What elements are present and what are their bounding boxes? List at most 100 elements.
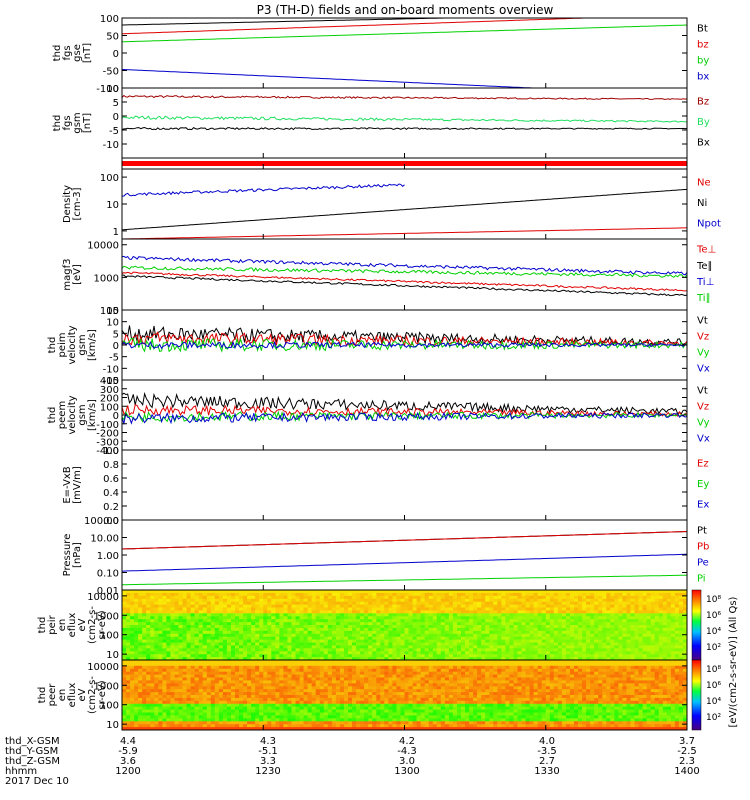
spectrogram-cell — [315, 651, 321, 655]
spectrogram-cell — [416, 651, 422, 655]
spectrogram-cell — [517, 619, 522, 623]
spectrogram-cell — [344, 604, 349, 608]
spectrogram-cell — [323, 642, 329, 646]
spectrogram-cell — [138, 633, 143, 638]
spectrogram-cell — [142, 709, 147, 713]
spectrogram-cell — [142, 619, 147, 623]
spectrogram-cell — [206, 680, 212, 684]
spectrogram-cell — [448, 639, 454, 643]
spectrogram-cell — [404, 607, 409, 611]
spectrogram-cell — [606, 595, 611, 600]
spectrogram-cell — [469, 601, 474, 606]
spectrogram-cell — [190, 662, 196, 667]
spectrogram-cell — [412, 636, 418, 641]
spectrogram-cell — [206, 671, 212, 676]
spectrogram-cell — [247, 630, 252, 635]
spectrogram-cell — [485, 622, 490, 626]
spectrogram-cell — [674, 595, 680, 600]
spectrogram-cell — [283, 700, 288, 705]
spectrogram-cell — [618, 633, 623, 638]
spectrogram-cell — [259, 718, 264, 722]
spectrogram-cell — [368, 592, 373, 597]
y-tick-label: 0.01 — [97, 586, 119, 597]
spectrogram-cell — [586, 636, 591, 641]
spectrogram-cell — [259, 683, 264, 687]
spectrogram-cell — [218, 590, 224, 594]
spectrogram-cell — [275, 724, 280, 728]
spectrogram-cell — [630, 657, 635, 661]
spectrogram-cell — [501, 654, 506, 658]
spectrogram-cell — [485, 607, 490, 611]
spectrogram-cell — [150, 651, 155, 655]
spectrogram-cell — [505, 627, 510, 632]
spectrogram-cell — [307, 601, 313, 606]
spectrogram-cell — [130, 645, 135, 649]
spectrogram-cell — [154, 590, 159, 594]
spectrogram-cell — [231, 671, 236, 676]
spectrogram-cell — [186, 642, 192, 646]
spectrogram-cell — [335, 648, 341, 652]
spectrogram-cell — [174, 689, 179, 693]
spectrogram-cell — [130, 709, 135, 713]
spectrogram-cell — [521, 613, 526, 617]
spectrogram-cell — [283, 692, 288, 696]
spectrogram-cell — [598, 651, 603, 655]
spectrogram-cell — [150, 616, 155, 620]
spectrogram-cell — [553, 613, 559, 617]
spectrogram-cell — [493, 598, 498, 603]
spectrogram-cell — [170, 642, 175, 646]
spectrogram-cell — [352, 627, 357, 632]
spectrogram-cell — [295, 724, 300, 728]
spectrogram-cell — [138, 627, 143, 632]
spectrogram-cell — [287, 677, 292, 681]
spectrogram-cell — [190, 598, 196, 603]
spectrogram-cell — [222, 607, 228, 611]
spectrogram-cell — [263, 660, 268, 664]
spectrogram-cell — [396, 654, 401, 658]
spectrogram-cell — [198, 645, 204, 649]
spectrogram-cell — [162, 642, 167, 646]
spectrogram-cell — [303, 604, 309, 608]
y-axis-label: [nT] — [82, 113, 93, 133]
spectrogram-cell — [279, 703, 284, 708]
spectrogram-cell — [549, 616, 555, 620]
spectrogram-cell — [231, 668, 236, 673]
spectrogram-cell — [457, 630, 462, 635]
spectrogram-cell — [674, 657, 680, 661]
spectrogram-cell — [226, 715, 232, 719]
spectrogram-cell — [162, 601, 167, 606]
spectrogram-cell — [291, 724, 296, 728]
spectrogram-cell — [283, 607, 288, 611]
spectrogram-cell — [578, 613, 583, 617]
spectrogram-cell — [235, 622, 240, 626]
spectrogram-cell — [194, 700, 200, 705]
spectrogram-cell — [126, 627, 131, 632]
spectrogram-cell — [315, 668, 321, 673]
spectrogram-cell — [150, 689, 155, 693]
spectrogram-cell — [384, 639, 389, 643]
spectrogram-cell — [606, 645, 611, 649]
spectrogram-cell — [303, 683, 309, 687]
spectrogram-cell — [178, 727, 183, 731]
spectrogram-cell — [477, 595, 482, 600]
spectrogram-cell — [582, 642, 587, 646]
spectrogram-cell — [267, 706, 272, 711]
spectrogram-cell — [158, 668, 163, 673]
spectrogram-cell — [279, 654, 284, 658]
spectrogram-cell — [618, 601, 623, 606]
spectrogram-cell — [291, 709, 296, 713]
spectrogram-cell — [473, 622, 478, 626]
spectrogram-cell — [259, 703, 264, 708]
spectrogram-cell — [529, 625, 535, 629]
spectrogram-cell — [291, 604, 296, 608]
spectrogram-cell — [251, 607, 256, 611]
spectrogram-cell — [255, 680, 260, 684]
spectrogram-cell — [485, 651, 490, 655]
spectrogram-cell — [162, 590, 167, 594]
spectrogram-cell — [122, 677, 127, 681]
spectrogram-cell — [174, 680, 179, 684]
spectrogram-cell — [206, 657, 212, 661]
spectrogram-cell — [178, 724, 183, 728]
